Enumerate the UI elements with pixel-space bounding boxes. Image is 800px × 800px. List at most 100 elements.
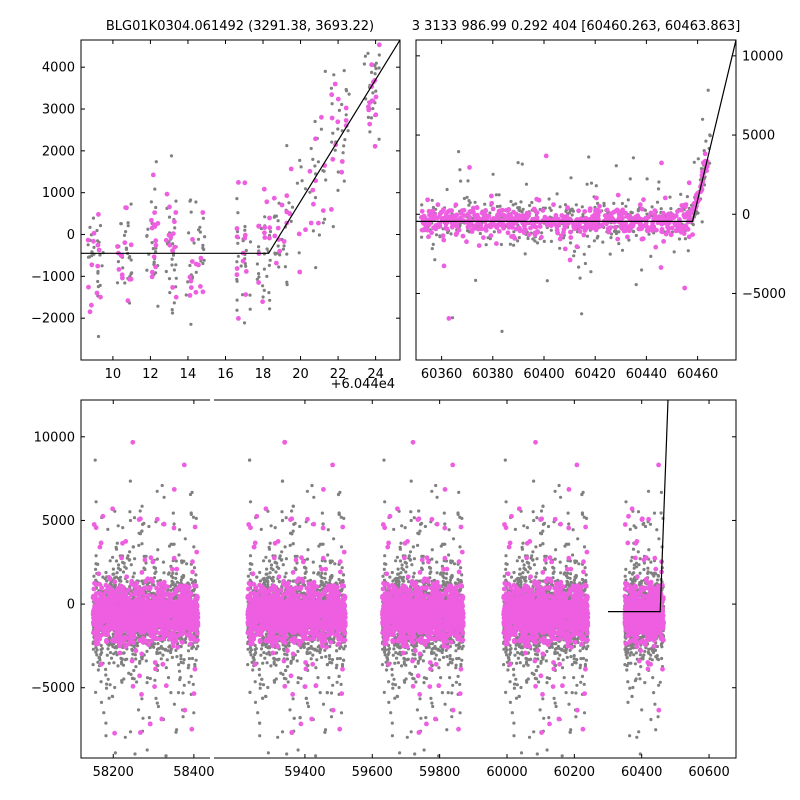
magenta-point (474, 205, 480, 211)
magenta-point (367, 121, 373, 127)
magenta-point (567, 216, 573, 222)
gray-point (311, 560, 315, 564)
gray-point (313, 164, 317, 168)
gray-point (484, 243, 488, 247)
magenta-point (329, 207, 334, 212)
y-tick-label: −1000 (31, 270, 75, 285)
gray-point (263, 656, 267, 660)
magenta-point (545, 216, 551, 222)
gray-point (117, 563, 121, 567)
gray-point (337, 108, 341, 112)
gray-point (322, 584, 326, 588)
gray-point (257, 272, 261, 276)
magenta-point (599, 222, 605, 228)
gray-point (174, 576, 178, 580)
gray-point (186, 280, 190, 284)
magenta-point (279, 202, 285, 208)
magenta-point (615, 192, 621, 198)
gray-point (119, 222, 123, 226)
magenta-point (663, 231, 669, 237)
gray-point (115, 281, 120, 285)
magenta-point (320, 208, 326, 214)
gray-point (283, 652, 287, 656)
magenta-point (641, 197, 646, 203)
magenta-point (376, 42, 382, 48)
gray-point (283, 545, 287, 549)
gray-point (264, 555, 268, 559)
magenta-point (674, 221, 680, 226)
gray-point (516, 161, 520, 165)
gray-point (114, 559, 119, 563)
gray-point (465, 195, 469, 199)
x-tick-label: 60360 (421, 367, 462, 382)
gray-point (130, 648, 134, 653)
gray-point (155, 701, 159, 705)
magenta-point (187, 293, 193, 298)
gray-point (585, 182, 589, 186)
gray-point (268, 541, 272, 545)
gray-point (122, 677, 126, 681)
gray-point (320, 580, 324, 585)
gray-point (115, 541, 119, 545)
magenta-point (307, 168, 313, 174)
gray-point (124, 247, 129, 251)
gray-point (679, 192, 683, 196)
gray-point (194, 200, 198, 204)
magenta-point (198, 284, 203, 289)
gray-point (333, 562, 337, 566)
gray-point (323, 572, 327, 576)
gray-point (296, 676, 300, 680)
gray-point (242, 321, 247, 325)
gray-point (94, 567, 98, 572)
gray-point (699, 167, 704, 171)
gray-point (318, 648, 322, 652)
gray-point (142, 566, 146, 570)
gray-point (132, 516, 137, 520)
gray-point (521, 207, 525, 211)
gray-point (342, 69, 346, 73)
gray-point (306, 548, 310, 552)
gray-point (655, 200, 660, 204)
magenta-point (540, 208, 546, 213)
magenta-point (469, 227, 475, 233)
gray-point (145, 268, 149, 272)
gray-point (342, 144, 346, 148)
magenta-point (689, 210, 695, 216)
gray-point (104, 734, 108, 738)
gray-point (316, 676, 320, 680)
gray-point (677, 237, 682, 241)
gray-point (187, 231, 191, 235)
gray-point (115, 571, 119, 575)
gray-point (145, 676, 150, 680)
magenta-point (637, 222, 643, 227)
gray-point (141, 716, 145, 720)
gray-point (262, 651, 266, 655)
gray-point (189, 210, 193, 214)
gray-point (347, 92, 351, 96)
magenta-point (166, 232, 172, 238)
gray-point (128, 510, 132, 514)
magenta-point (89, 262, 95, 268)
gray-point (248, 458, 252, 462)
gray-point (334, 666, 338, 670)
gray-point (106, 677, 110, 681)
gray-point (257, 673, 262, 677)
gray-point (249, 653, 253, 657)
magenta-point (594, 195, 599, 201)
gray-point (549, 208, 553, 212)
gray-point (265, 274, 269, 278)
magenta-point (658, 265, 664, 270)
gray-point (105, 682, 109, 686)
magenta-point (561, 226, 567, 232)
gray-point (290, 205, 295, 209)
gray-point (235, 279, 239, 283)
magenta-point (200, 210, 206, 215)
gray-point (582, 252, 586, 256)
gray-point (535, 241, 540, 245)
gray-point (324, 580, 328, 584)
gray-point (291, 542, 295, 546)
magenta-point (481, 235, 486, 241)
magenta-point (271, 195, 277, 201)
gray-point (318, 691, 322, 695)
magenta-point (496, 216, 501, 222)
